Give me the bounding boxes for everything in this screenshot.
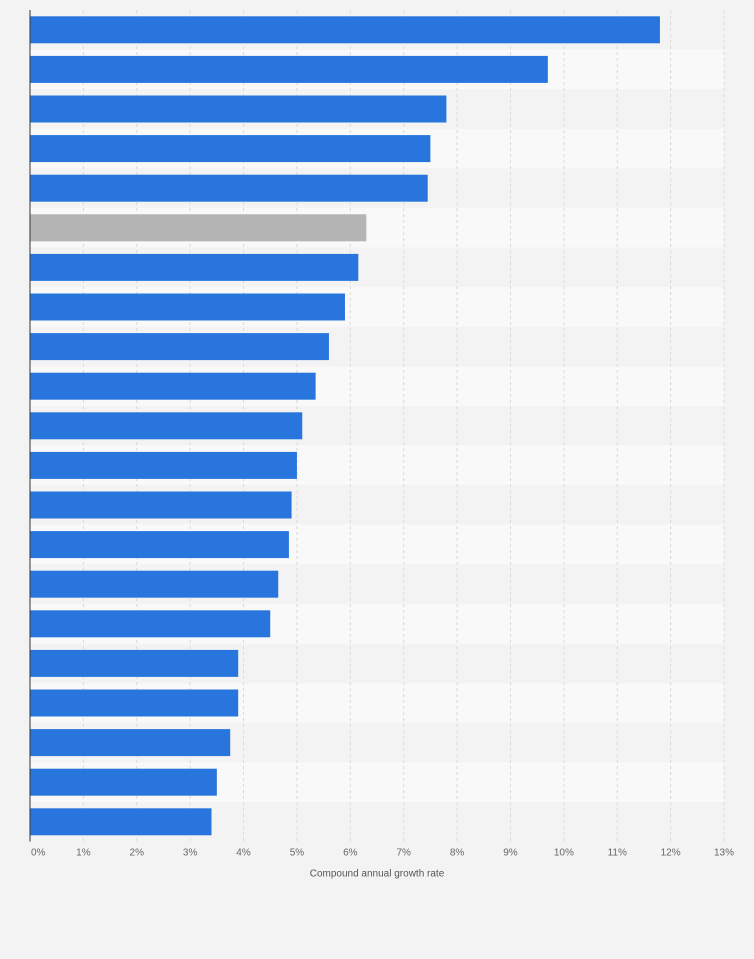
x-tick-label: 10% xyxy=(554,848,574,859)
bar[interactable] xyxy=(30,333,329,361)
x-tick-label: 12% xyxy=(661,848,681,859)
x-tick-label: 1% xyxy=(76,848,91,859)
x-tick-labels: 0% 1% 2% 3% 4% 5% 6% 7% 8% 9% 10% 11% 12% 13% xyxy=(31,848,734,859)
bar[interactable] xyxy=(30,253,359,281)
bar[interactable] xyxy=(30,55,548,83)
bar[interactable] xyxy=(30,214,367,242)
bar[interactable] xyxy=(30,451,297,479)
bar[interactable] xyxy=(30,531,289,559)
bar[interactable] xyxy=(30,768,217,796)
x-tick-label: 9% xyxy=(503,848,518,859)
x-tick-label: 3% xyxy=(183,848,198,859)
bar[interactable] xyxy=(30,174,428,202)
x-axis-title: Compound annual growth rate xyxy=(310,869,445,880)
bar[interactable] xyxy=(30,372,316,400)
bar[interactable] xyxy=(30,16,660,44)
x-tick-label: 2% xyxy=(130,848,145,859)
bar[interactable] xyxy=(30,570,279,598)
bar[interactable] xyxy=(30,808,212,836)
x-tick-label: 7% xyxy=(396,848,411,859)
bar[interactable] xyxy=(30,689,239,717)
x-tick-label: 11% xyxy=(608,848,627,859)
bar[interactable] xyxy=(30,649,239,677)
x-tick-label: 6% xyxy=(343,848,358,859)
bar[interactable] xyxy=(30,412,303,440)
bar[interactable] xyxy=(30,491,292,519)
bar[interactable] xyxy=(30,135,431,163)
x-tick-label: 4% xyxy=(236,848,251,859)
bar[interactable] xyxy=(30,729,231,757)
bars xyxy=(30,16,660,836)
x-tick-label: 13% xyxy=(714,848,734,859)
bar[interactable] xyxy=(30,95,447,123)
bar[interactable] xyxy=(30,293,345,321)
x-tick-label: 0% xyxy=(31,848,46,859)
x-tick-label: 5% xyxy=(290,848,305,859)
x-tick-label: 8% xyxy=(450,848,465,859)
bar[interactable] xyxy=(30,610,271,638)
